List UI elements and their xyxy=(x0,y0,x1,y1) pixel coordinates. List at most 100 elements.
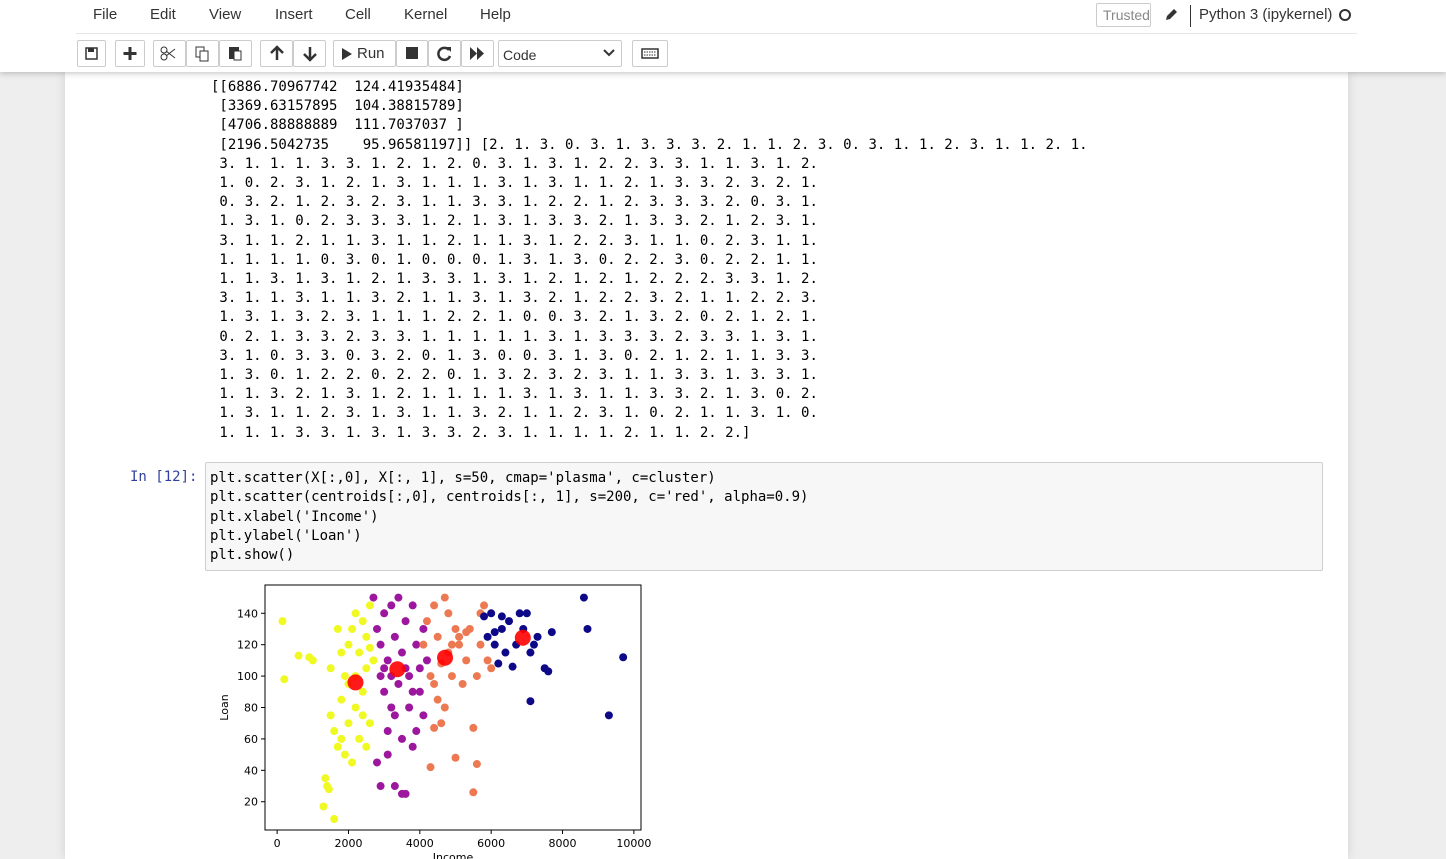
scatter-point xyxy=(419,624,428,633)
y-tick-label: 40 xyxy=(244,764,258,777)
scatter-point xyxy=(369,593,378,602)
scatter-point xyxy=(355,648,364,657)
scatter-point xyxy=(365,601,374,610)
scatter-point xyxy=(444,609,453,618)
divider xyxy=(1190,5,1191,27)
scatter-point xyxy=(483,632,492,641)
scatter-point xyxy=(433,695,442,704)
scatter-point xyxy=(408,742,417,751)
add-cell-button[interactable] xyxy=(115,40,145,67)
scatter-point xyxy=(583,624,592,633)
kernel-name[interactable]: Python 3 (ipykernel) xyxy=(1199,6,1333,23)
menu-item[interactable]: Insert xyxy=(275,6,313,23)
centroid xyxy=(389,661,406,678)
menu-item[interactable]: Help xyxy=(480,6,511,23)
edit-icon[interactable] xyxy=(1163,7,1181,23)
cell-type-label: Code xyxy=(503,47,537,63)
cell-type-select[interactable]: Code xyxy=(498,40,622,67)
scatter-point xyxy=(422,617,431,626)
scatter-point xyxy=(383,727,392,736)
scatter-point xyxy=(337,695,346,704)
trusted-badge[interactable]: Trusted xyxy=(1096,3,1151,27)
scatter-point xyxy=(472,672,481,681)
scatter-point xyxy=(397,648,406,657)
scatter-point xyxy=(351,703,360,712)
copy-button[interactable] xyxy=(186,40,219,67)
scatter-point xyxy=(294,651,303,660)
scatter-point xyxy=(308,656,317,665)
scatter-point xyxy=(505,617,514,626)
scatter-point xyxy=(348,758,357,767)
scatter-point xyxy=(369,656,378,665)
run-label: Run xyxy=(357,45,385,62)
scatter-point xyxy=(462,656,471,665)
scatter-point xyxy=(494,659,503,668)
scatter-point xyxy=(326,664,335,673)
scatter-point xyxy=(515,609,524,618)
centroid xyxy=(514,629,531,646)
scatter-point xyxy=(480,601,489,610)
scatter-point xyxy=(390,632,399,641)
centroid xyxy=(347,674,364,691)
plot-area xyxy=(264,584,642,831)
code-cell[interactable]: plt.scatter(X[:,0], X[:, 1], s=50, cmap=… xyxy=(205,462,1323,571)
scatter-point xyxy=(490,628,499,637)
save-button[interactable] xyxy=(77,40,106,67)
scatter-point xyxy=(401,789,410,798)
scatter-point xyxy=(480,612,489,621)
scatter-point xyxy=(408,687,417,696)
y-tick-label: 60 xyxy=(244,733,258,746)
x-tick-label: 6000 xyxy=(477,837,505,850)
scatter-point xyxy=(337,648,346,657)
scatter-point xyxy=(330,727,339,736)
scatter-point xyxy=(437,719,446,728)
x-tick-label: 10000 xyxy=(616,837,651,850)
output-line: 1. 0. 2. 3. 1. 2. 1. 3. 1. 1. 1. 3. 1. 3… xyxy=(211,175,818,192)
menu-item[interactable]: Kernel xyxy=(404,6,448,23)
scatter-point xyxy=(387,601,396,610)
paste-button[interactable] xyxy=(219,40,252,67)
output-line: [[6886.70967742 124.41935484] xyxy=(211,79,464,95)
menu-item[interactable]: View xyxy=(209,6,242,23)
scatter-point xyxy=(380,664,389,673)
menu-item[interactable]: File xyxy=(93,6,118,23)
run-button[interactable]: Run xyxy=(333,40,396,67)
scatter-point xyxy=(376,672,385,681)
restart-button[interactable] xyxy=(428,40,461,67)
menu-item[interactable]: Edit xyxy=(150,6,176,23)
scatter-point xyxy=(455,640,464,649)
scatter-point xyxy=(426,763,435,772)
scatter-point xyxy=(333,742,342,751)
scatter-point xyxy=(280,675,289,684)
output-line: 1. 3. 1. 0. 2. 3. 3. 3. 1. 2. 1. 3. 1. 3… xyxy=(211,213,818,230)
interrupt-button[interactable] xyxy=(396,40,428,67)
scatter-point xyxy=(362,632,371,641)
scatter-point xyxy=(458,679,467,688)
scatter-point xyxy=(533,632,542,641)
scatter-point xyxy=(508,662,517,671)
scatter-point xyxy=(426,672,435,681)
scatter-point xyxy=(412,640,421,649)
scatter-point xyxy=(365,643,374,652)
output-line: 1. 3. 0. 1. 2. 2. 0. 2. 2. 0. 1. 3. 2. 3… xyxy=(211,367,818,384)
cut-button[interactable] xyxy=(153,40,186,67)
code-line: plt.scatter(X[:,0], X[:, 1], s=50, cmap=… xyxy=(210,470,716,486)
scatter-point xyxy=(430,723,439,732)
code-line: plt.scatter(centroids[:,0], centroids[:,… xyxy=(210,489,809,506)
scatter-point xyxy=(340,750,349,759)
output-line: 1. 1. 3. 2. 1. 3. 1. 2. 1. 1. 1. 1. 3. 1… xyxy=(211,386,818,403)
scatter-point xyxy=(526,697,535,706)
scatter-point xyxy=(433,632,442,641)
output-line: [4706.88888889 111.7037037 ] xyxy=(211,117,464,134)
menu-item[interactable]: Cell xyxy=(345,6,371,23)
restart-run-all-button[interactable] xyxy=(461,40,494,67)
output-line: 3. 1. 1. 1. 3. 3. 1. 2. 1. 2. 0. 3. 1. 3… xyxy=(211,155,818,172)
move-down-button[interactable] xyxy=(293,40,326,67)
header: File Edit View Insert Cell Kernel Help Trusted… xyxy=(0,0,1446,72)
move-up-button[interactable] xyxy=(260,40,293,67)
y-tick-label: 100 xyxy=(237,670,258,683)
x-tick-label: 4000 xyxy=(406,837,434,850)
keyboard-button[interactable] xyxy=(632,40,668,67)
scatter-point xyxy=(451,753,460,762)
input-prompt: In [12]: xyxy=(130,469,198,485)
